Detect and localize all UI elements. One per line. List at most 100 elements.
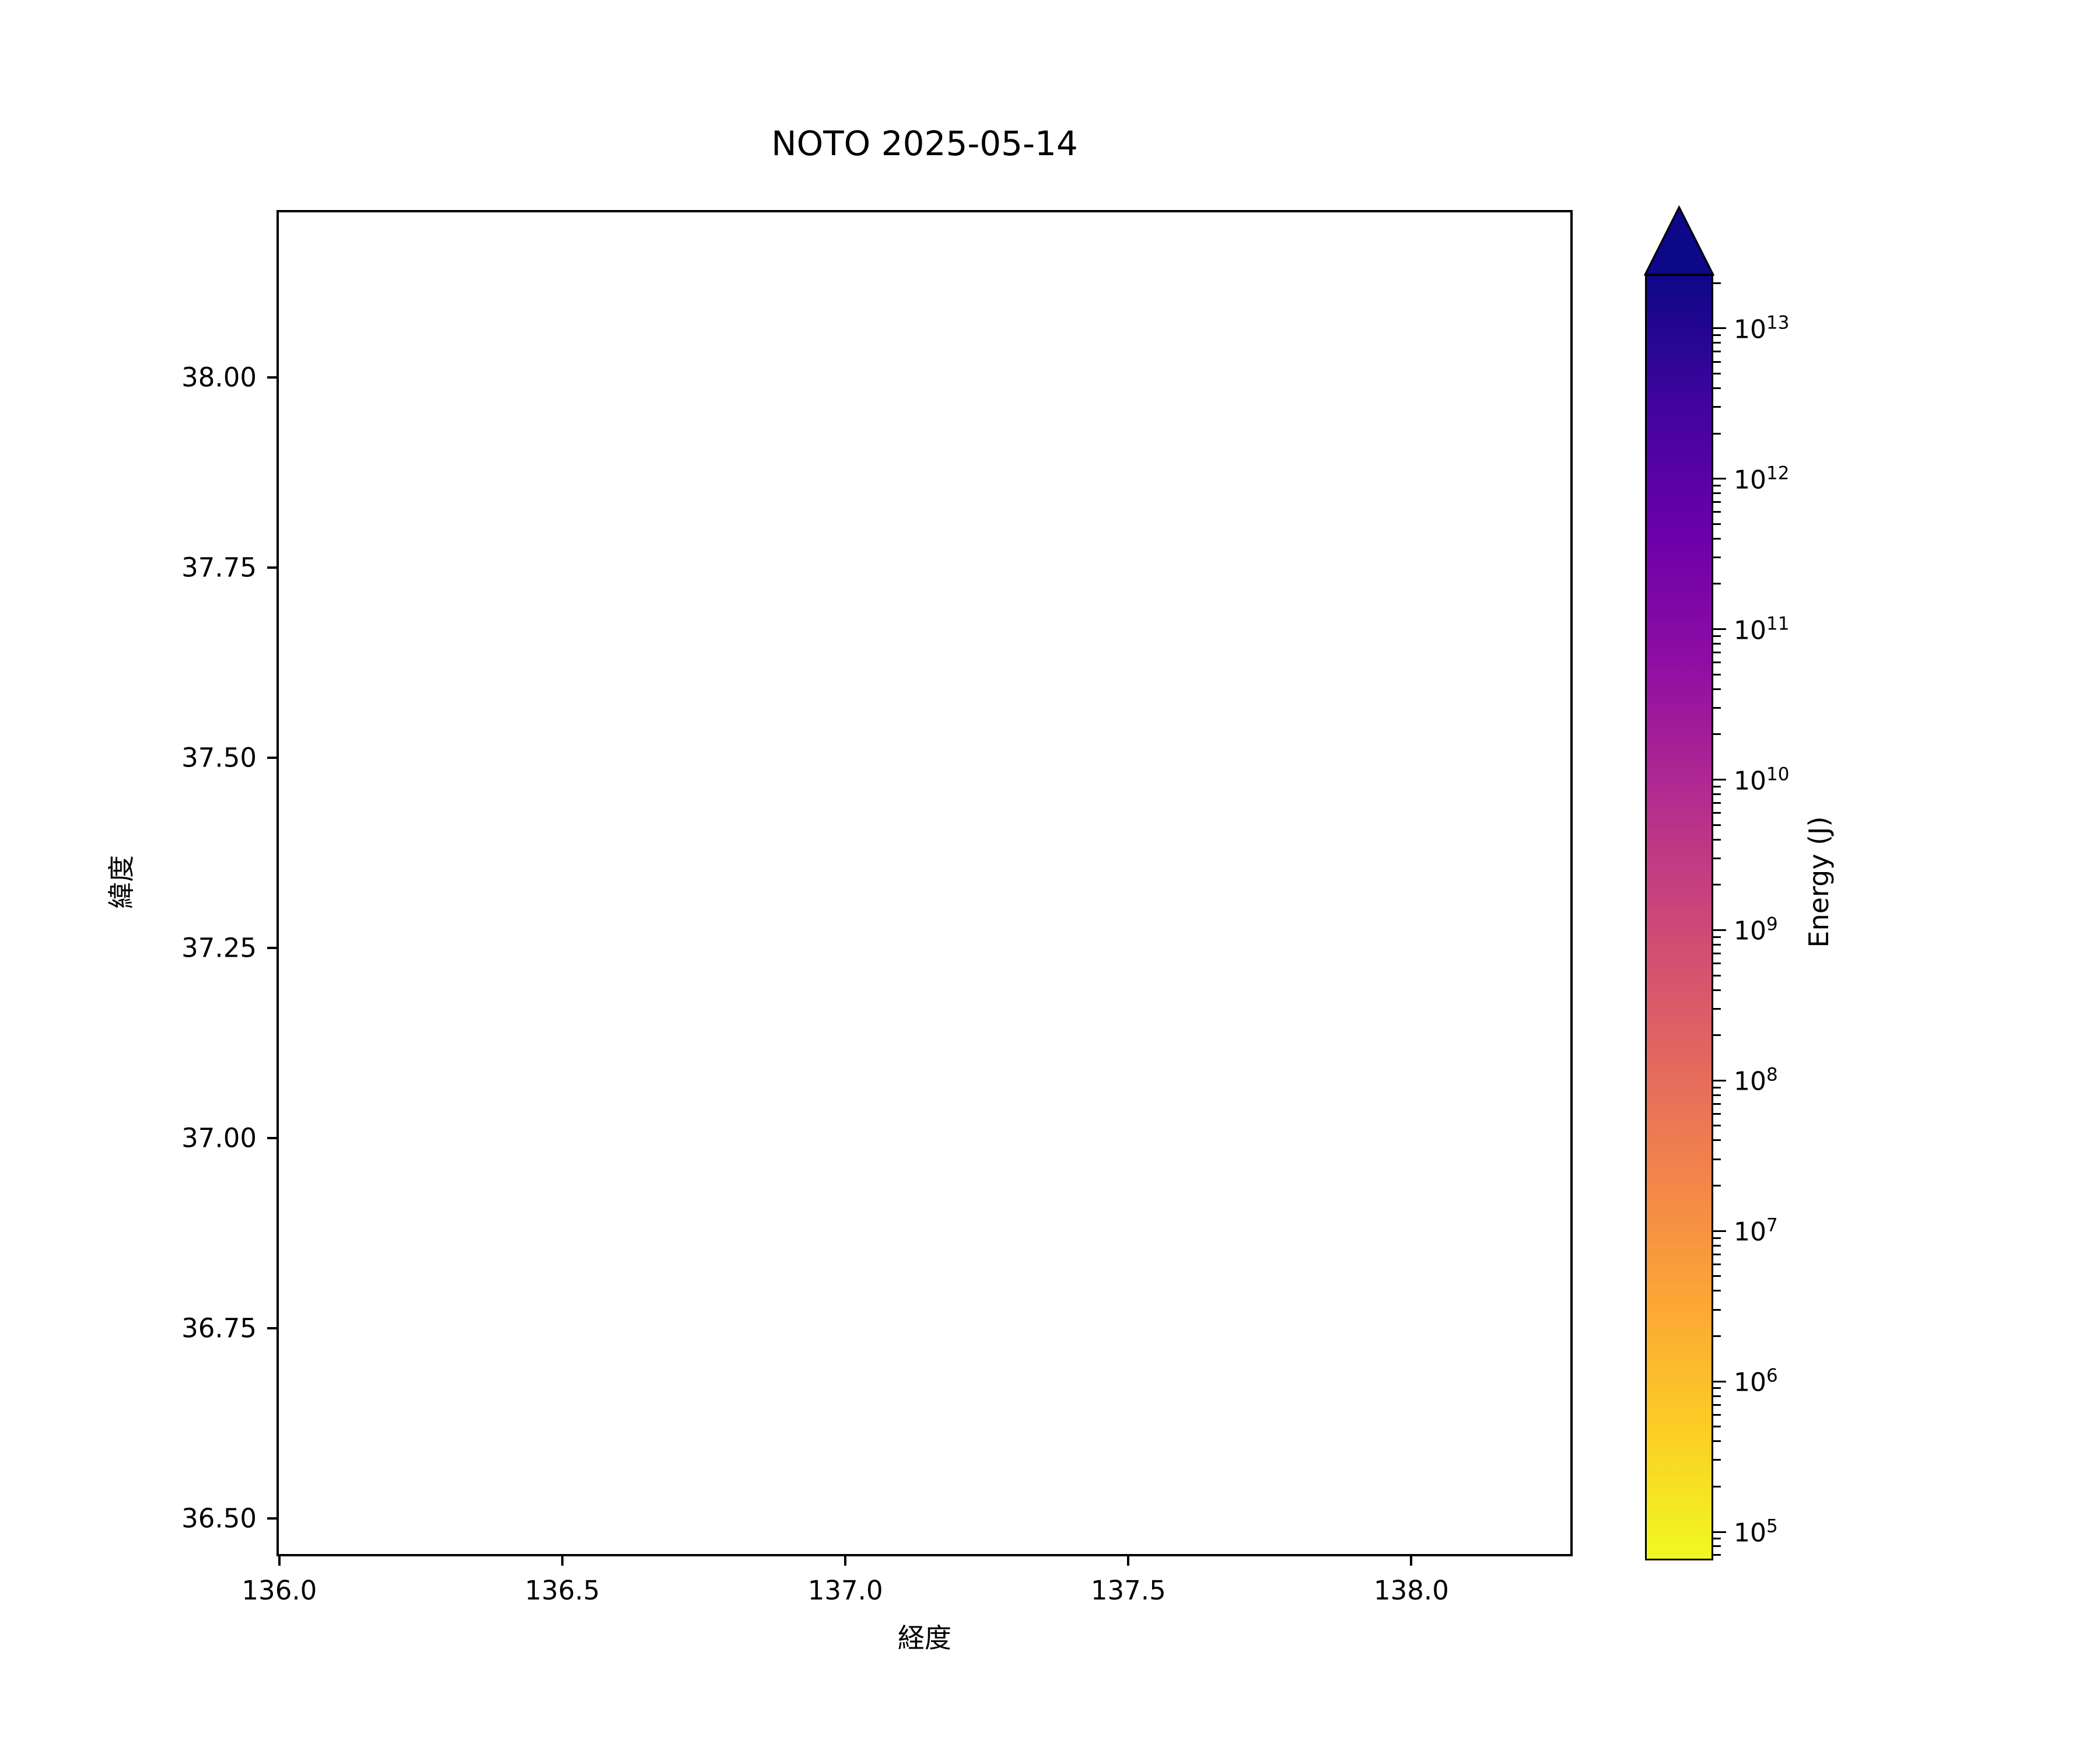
colorbar-minor-tick <box>1713 485 1721 487</box>
colorbar-tick-label: 106 <box>1734 1365 1778 1398</box>
y-tick <box>267 1326 276 1329</box>
x-tick <box>561 1556 564 1566</box>
colorbar-minor-tick <box>1713 432 1721 435</box>
colorbar-minor-tick <box>1713 1426 1721 1428</box>
colorbar-major-tick <box>1713 478 1726 480</box>
colorbar-minor-tick <box>1713 360 1721 363</box>
colorbar-minor-tick <box>1713 1554 1721 1556</box>
colorbar-minor-tick <box>1713 936 1721 938</box>
colorbar-minor-tick <box>1713 501 1721 503</box>
colorbar-minor-tick <box>1713 537 1721 540</box>
y-tick-label: 36.50 <box>181 1503 257 1534</box>
colorbar-minor-tick <box>1713 511 1721 513</box>
colorbar-minor-tick <box>1713 1459 1721 1461</box>
colorbar-minor-tick <box>1713 1404 1721 1406</box>
colorbar-minor-tick <box>1713 793 1721 796</box>
colorbar-minor-tick <box>1713 1440 1721 1443</box>
y-axis-label: 緯度 <box>106 855 137 909</box>
x-tick <box>1127 1556 1130 1566</box>
colorbar-tick-label: 1010 <box>1734 764 1790 796</box>
colorbar-minor-tick <box>1713 785 1721 788</box>
colorbar-tick-label: 1013 <box>1734 312 1790 345</box>
colorbar-minor-tick <box>1713 1113 1721 1115</box>
y-tick-label: 37.50 <box>181 742 257 774</box>
colorbar-minor-tick <box>1713 802 1721 804</box>
colorbar-minor-tick <box>1713 1185 1721 1187</box>
colorbar-minor-tick <box>1713 824 1721 826</box>
colorbar-minor-tick <box>1713 523 1721 525</box>
colorbar-minor-tick <box>1713 372 1721 374</box>
colorbar-minor-tick <box>1713 1139 1721 1142</box>
y-tick-label: 37.00 <box>181 1122 257 1154</box>
colorbar-major-tick <box>1713 1380 1726 1382</box>
colorbar-minor-tick <box>1713 733 1721 736</box>
colorbar-minor-tick <box>1713 334 1721 337</box>
colorbar-minor-tick <box>1713 673 1721 676</box>
colorbar-label: Energy (J) <box>1803 816 1835 948</box>
colorbar-minor-tick <box>1713 406 1721 408</box>
colorbar-minor-tick <box>1713 884 1721 886</box>
colorbar-minor-tick <box>1713 387 1721 389</box>
colorbar-minor-tick <box>1713 652 1721 654</box>
colorbar-major-tick <box>1713 1230 1726 1232</box>
colorbar-minor-tick <box>1713 1102 1721 1105</box>
y-tick-label: 36.75 <box>181 1312 257 1344</box>
colorbar-minor-tick <box>1713 1308 1721 1311</box>
colorbar-minor-tick <box>1713 583 1721 585</box>
colorbar-minor-tick <box>1713 1094 1721 1096</box>
colorbar-minor-tick <box>1713 492 1721 495</box>
y-tick-label: 37.75 <box>181 552 257 583</box>
colorbar-minor-tick <box>1713 643 1721 645</box>
colorbar-minor-tick <box>1713 963 1721 965</box>
colorbar-minor-tick <box>1713 1125 1721 1127</box>
colorbar-tick-label: 1011 <box>1734 613 1790 645</box>
colorbar-minor-tick <box>1713 688 1721 690</box>
colorbar-tick-label: 108 <box>1734 1064 1778 1097</box>
colorbar-minor-tick <box>1713 1275 1721 1278</box>
colorbar <box>1645 274 1713 1560</box>
y-tick <box>267 756 276 759</box>
colorbar-major-tick <box>1713 1079 1726 1082</box>
colorbar-minor-tick <box>1713 351 1721 353</box>
colorbar-minor-tick <box>1713 556 1721 559</box>
colorbar-minor-tick <box>1713 1485 1721 1488</box>
x-tick-label: 137.5 <box>1090 1575 1166 1606</box>
colorbar-minor-tick <box>1713 1244 1721 1247</box>
colorbar-minor-tick <box>1713 1086 1721 1088</box>
x-tick <box>1410 1556 1413 1566</box>
colorbar-minor-tick <box>1713 635 1721 637</box>
colorbar-minor-tick <box>1713 706 1721 709</box>
colorbar-minor-tick <box>1713 857 1721 859</box>
colorbar-minor-tick <box>1713 1237 1721 1239</box>
y-tick-label: 37.25 <box>181 932 257 964</box>
y-tick <box>267 946 276 949</box>
colorbar-minor-tick <box>1713 1290 1721 1292</box>
x-axis-label: 経度 <box>898 1622 951 1654</box>
y-tick <box>267 566 276 569</box>
colorbar-minor-tick <box>1713 989 1721 991</box>
colorbar-minor-tick <box>1713 943 1721 946</box>
colorbar-minor-tick <box>1713 1545 1721 1548</box>
chart-title: NOTO 2025-05-14 <box>771 124 1078 163</box>
colorbar-minor-tick <box>1713 1538 1721 1540</box>
x-tick-label: 136.5 <box>524 1575 600 1606</box>
colorbar-extend-arrow <box>1643 205 1715 276</box>
colorbar-minor-tick <box>1713 1158 1721 1160</box>
colorbar-minor-tick <box>1713 974 1721 977</box>
x-tick-label: 137.0 <box>807 1575 883 1606</box>
y-tick <box>267 376 276 379</box>
colorbar-minor-tick <box>1713 1263 1721 1265</box>
colorbar-tick-label: 107 <box>1734 1214 1778 1247</box>
colorbar-minor-tick <box>1713 1034 1721 1037</box>
colorbar-minor-tick <box>1713 952 1721 954</box>
colorbar-major-tick <box>1713 327 1726 330</box>
colorbar-minor-tick <box>1713 1335 1721 1337</box>
colorbar-major-tick <box>1713 628 1726 631</box>
colorbar-minor-tick <box>1713 282 1721 284</box>
colorbar-minor-tick <box>1713 838 1721 841</box>
colorbar-tick-label: 109 <box>1734 914 1778 946</box>
colorbar-minor-tick <box>1713 1253 1721 1255</box>
colorbar-minor-tick <box>1713 1395 1721 1397</box>
colorbar-minor-tick <box>1713 1387 1721 1390</box>
colorbar-major-tick <box>1713 1531 1726 1533</box>
